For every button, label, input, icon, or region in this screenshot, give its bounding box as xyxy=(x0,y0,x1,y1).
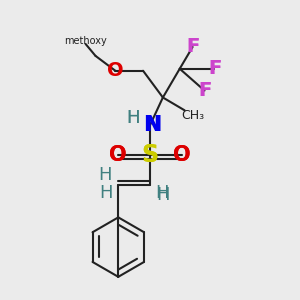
Text: F: F xyxy=(208,59,221,78)
Text: N: N xyxy=(144,115,162,135)
Text: methoxy: methoxy xyxy=(64,36,107,46)
Text: N: N xyxy=(143,115,161,135)
Text: H: H xyxy=(126,109,140,127)
Text: S: S xyxy=(141,143,159,167)
Text: O: O xyxy=(110,145,127,165)
Text: H: H xyxy=(99,166,112,184)
Text: H: H xyxy=(126,109,140,127)
Text: H: H xyxy=(156,186,169,204)
Text: F: F xyxy=(208,59,221,78)
Text: H: H xyxy=(100,184,113,202)
Text: O: O xyxy=(110,145,127,165)
Text: F: F xyxy=(186,38,199,56)
Text: O: O xyxy=(173,145,190,165)
Text: CH₃: CH₃ xyxy=(181,109,204,122)
Text: F: F xyxy=(198,81,211,100)
Text: O: O xyxy=(107,61,124,80)
Text: H: H xyxy=(155,184,169,202)
Text: O: O xyxy=(173,145,190,165)
Text: F: F xyxy=(198,81,211,100)
Text: F: F xyxy=(186,38,199,56)
Text: S: S xyxy=(141,143,159,167)
